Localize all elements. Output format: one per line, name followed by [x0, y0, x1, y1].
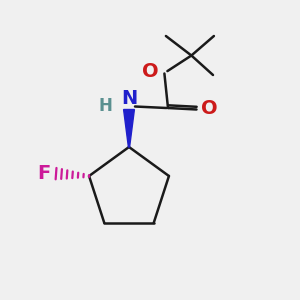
Polygon shape	[124, 110, 134, 147]
Text: F: F	[38, 164, 51, 182]
Text: O: O	[142, 61, 159, 81]
Text: H: H	[99, 97, 112, 115]
Text: N: N	[121, 89, 137, 108]
Text: O: O	[201, 99, 218, 119]
